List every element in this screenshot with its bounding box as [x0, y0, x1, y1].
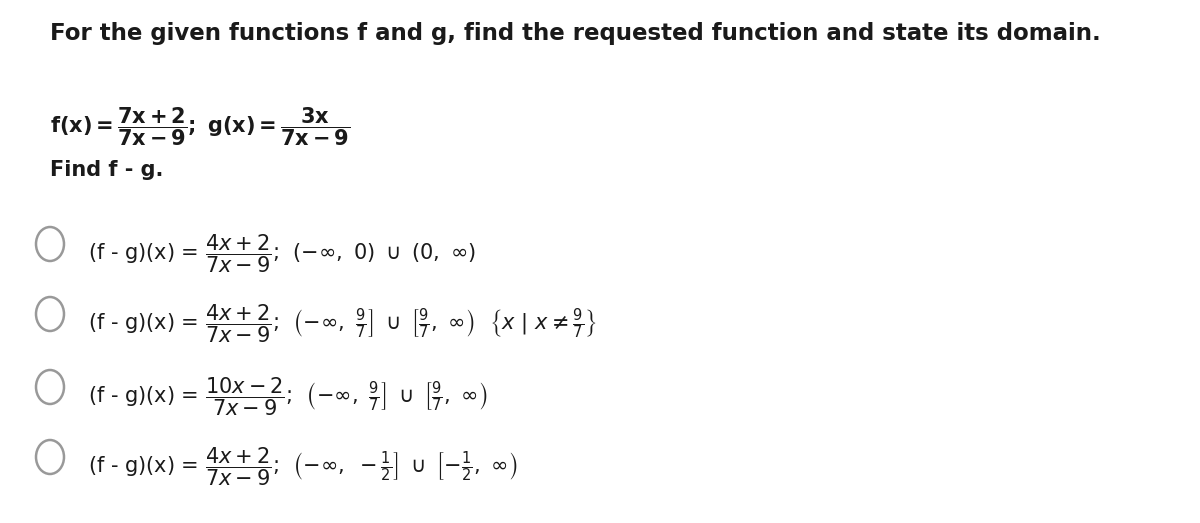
Text: (f - g)(x) = $\dfrac{4x+2}{7x-9}$;  $\left(-\infty,\ \frac{9}{7}\right]\ \cup\ \: (f - g)(x) = $\dfrac{4x+2}{7x-9}$; $\lef… [88, 302, 596, 345]
Text: For the given functions f and g, find the requested function and state its domai: For the given functions f and g, find th… [50, 22, 1100, 45]
Text: (f - g)(x) = $\dfrac{10x-2}{7x-9}$;  $\left(-\infty,\ \frac{9}{7}\right]\ \cup\ : (f - g)(x) = $\dfrac{10x-2}{7x-9}$; $\le… [88, 375, 487, 417]
Text: Find f - g.: Find f - g. [50, 160, 163, 180]
Text: (f - g)(x) = $\dfrac{4x+2}{7x-9}$;  $(-\infty,\ 0)\ \cup\ (0,\ \infty)$: (f - g)(x) = $\dfrac{4x+2}{7x-9}$; $(-\i… [88, 232, 476, 275]
Text: (f - g)(x) = $\dfrac{4x+2}{7x-9}$;  $\left(-\infty,\ -\frac{1}{2}\right]\ \cup\ : (f - g)(x) = $\dfrac{4x+2}{7x-9}$; $\lef… [88, 445, 517, 487]
Text: $\mathbf{f(x) = \dfrac{7x+2}{7x-9};\  g(x) = \dfrac{3x}{7x-9}}$: $\mathbf{f(x) = \dfrac{7x+2}{7x-9};\ g(x… [50, 105, 350, 147]
